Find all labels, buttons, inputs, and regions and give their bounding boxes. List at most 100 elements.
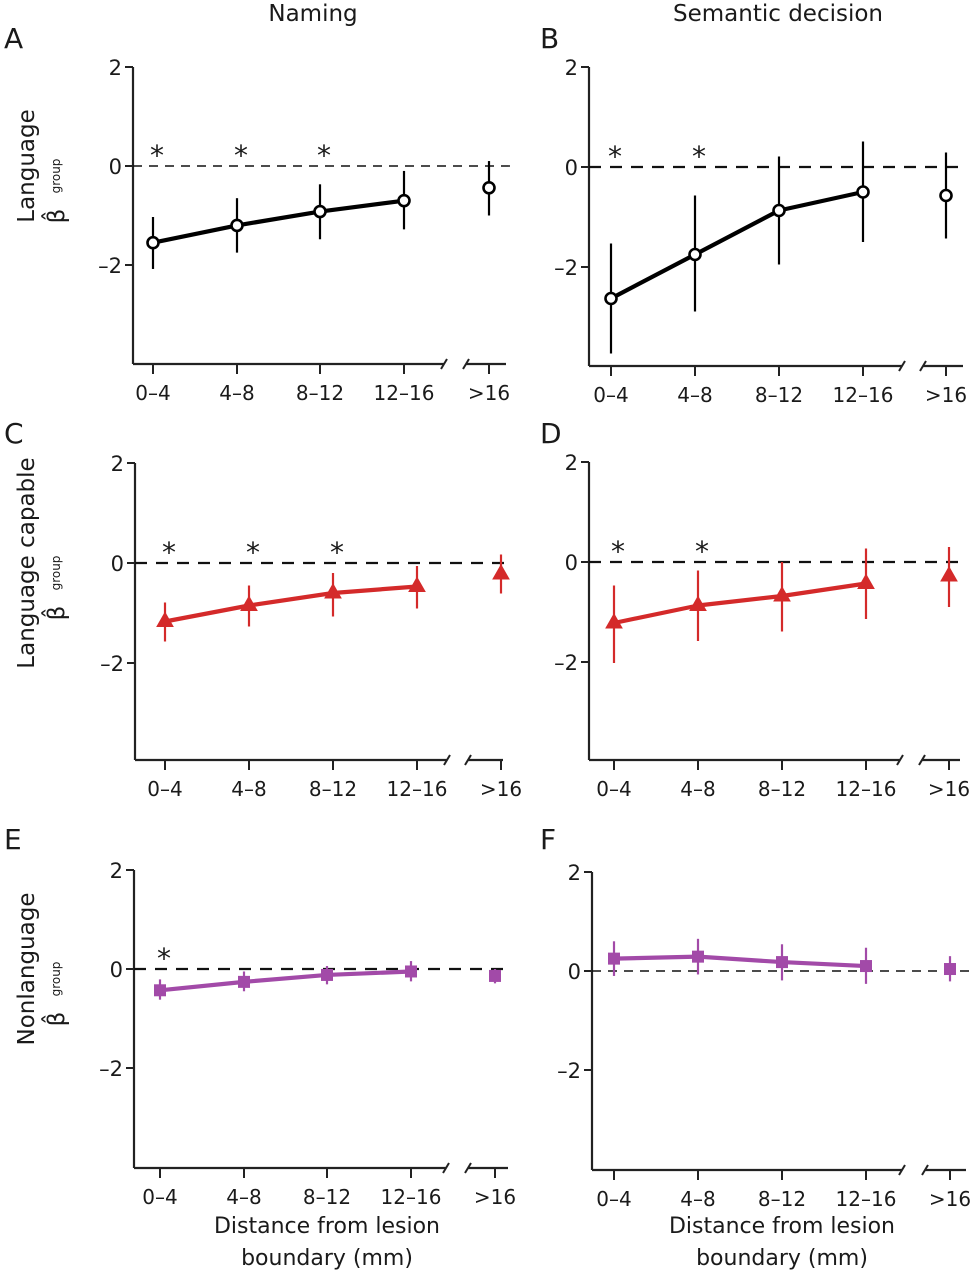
data-point-triangle bbox=[156, 611, 174, 627]
data-point-circle bbox=[313, 204, 327, 219]
panel-e: E 2 0 –2 0–4 4–8 8–12 12–16 >16 * bbox=[4, 823, 516, 1209]
data-point-circle bbox=[230, 218, 244, 233]
x-tick-label: 0–4 bbox=[142, 1185, 177, 1209]
x-tick-label: 8–12 bbox=[758, 1187, 806, 1211]
data-point-circle bbox=[939, 188, 953, 203]
y-tick-label: 0 bbox=[568, 960, 581, 984]
data-point-circle bbox=[146, 235, 160, 250]
data-point-square bbox=[608, 952, 620, 965]
panel-f: F2 0 –2 0–4 4–8 8–12 12–16 >16 bbox=[540, 823, 971, 1211]
axis-break-mark bbox=[919, 360, 927, 372]
row-label-text: Language bbox=[14, 109, 40, 223]
significance-star: * bbox=[695, 535, 709, 568]
data-point-circle bbox=[397, 193, 411, 208]
data-point-square bbox=[944, 963, 956, 976]
x-tick-label: 4–8 bbox=[677, 383, 712, 407]
column-title-naming: Naming bbox=[268, 1, 357, 27]
series-line bbox=[159, 969, 412, 993]
y-tick-label: 2 bbox=[109, 56, 122, 80]
data-point-square bbox=[154, 984, 166, 997]
series-line bbox=[613, 954, 867, 969]
series-line bbox=[610, 189, 864, 301]
data-point-square bbox=[860, 960, 872, 973]
series-line bbox=[152, 198, 405, 245]
x-tick-label: >16 bbox=[929, 1187, 971, 1211]
axis-break-mark bbox=[442, 1162, 450, 1174]
series-line bbox=[613, 581, 867, 626]
data-point-square bbox=[776, 956, 788, 969]
data-point-square bbox=[405, 965, 417, 978]
row-label-nonlanguage: Nonlanguage β̂ group bbox=[14, 893, 70, 1046]
data-point-circle bbox=[604, 291, 618, 306]
beta-hat-symbol: β̂ bbox=[41, 1012, 70, 1027]
data-point-triangle bbox=[689, 595, 707, 611]
data-point-circle bbox=[688, 247, 702, 262]
x-tick-label: 12–16 bbox=[381, 1185, 442, 1209]
data-point-triangle bbox=[240, 595, 258, 611]
data-point-circle bbox=[856, 185, 870, 199]
beta-subscript-group: group bbox=[49, 159, 63, 194]
data-point-triangle bbox=[605, 612, 623, 629]
data-point-circle bbox=[772, 203, 786, 218]
y-tick-label: –2 bbox=[554, 256, 578, 280]
axis-break-mark bbox=[896, 754, 904, 766]
x-axis-label-e-line1: Distance from lesion bbox=[214, 1214, 440, 1239]
y-tick-label: 0 bbox=[111, 552, 124, 576]
x-tick-label: >16 bbox=[468, 381, 510, 405]
data-point-triangle bbox=[492, 563, 510, 580]
y-tick-label: 0 bbox=[109, 155, 122, 179]
data-point-triangle bbox=[857, 573, 875, 589]
data-point-triangle bbox=[408, 576, 426, 592]
x-tick-label: 4–8 bbox=[680, 777, 715, 801]
x-tick-label: 4–8 bbox=[226, 1185, 261, 1209]
x-tick-label: >16 bbox=[925, 383, 967, 407]
y-tick-label: 2 bbox=[565, 56, 578, 80]
axis-break-mark bbox=[898, 360, 906, 372]
data-point-triangle bbox=[940, 565, 958, 582]
series-line bbox=[164, 584, 418, 624]
x-tick-label: 12–16 bbox=[836, 1187, 897, 1211]
data-point-triangle bbox=[773, 585, 791, 602]
x-tick-label: 4–8 bbox=[219, 381, 254, 405]
y-tick-label: 0 bbox=[110, 958, 123, 982]
axis-break-mark bbox=[443, 754, 451, 766]
significance-star: * bbox=[611, 535, 625, 568]
panel-letter-e: E bbox=[4, 823, 22, 856]
panel-b: B2 0 –2 0–4 4–8 8–12 12–16 >16 * * bbox=[540, 22, 967, 407]
x-tick-label: 12–16 bbox=[374, 381, 435, 405]
axis-break-mark bbox=[440, 358, 448, 370]
x-tick-label: 4–8 bbox=[680, 1187, 715, 1211]
data-point-square bbox=[692, 950, 704, 963]
significance-star: * bbox=[330, 536, 344, 569]
panel-letter-f: F bbox=[540, 823, 556, 856]
panel-a: A 2 0 –2 0–4 4–8 8–12 12–16 >16 * * * bbox=[4, 22, 510, 405]
axis-break-mark bbox=[921, 1164, 929, 1176]
panel-d: D2 0 –2 0–4 4–8 8–12 12–16 >16 * * bbox=[540, 417, 970, 801]
x-tick-label: 8–12 bbox=[296, 381, 344, 405]
panel-letter-c: C bbox=[4, 417, 24, 450]
y-tick-label: 0 bbox=[565, 156, 578, 180]
x-tick-label: >16 bbox=[928, 777, 970, 801]
beta-subscript-group: group bbox=[49, 556, 63, 591]
row-label-text: Language capable bbox=[14, 457, 40, 668]
data-point-square bbox=[321, 968, 333, 981]
panel-letter-a: A bbox=[4, 22, 23, 55]
y-tick-label: –2 bbox=[98, 254, 122, 278]
significance-star: * bbox=[246, 536, 260, 569]
y-tick-label: –2 bbox=[554, 651, 578, 675]
significance-star: * bbox=[608, 140, 622, 173]
y-tick-label: 2 bbox=[110, 859, 123, 883]
x-tick-label: 12–16 bbox=[833, 383, 894, 407]
y-tick-label: –2 bbox=[100, 652, 124, 676]
x-tick-label: 8–12 bbox=[303, 1185, 351, 1209]
row-label-language-capable: Language capable β̂ group bbox=[14, 457, 70, 668]
data-point-triangle bbox=[324, 582, 342, 599]
x-axis-label-e-line2: boundary (mm) bbox=[241, 1246, 413, 1271]
significance-star: * bbox=[157, 942, 171, 975]
x-tick-label: >16 bbox=[474, 1185, 516, 1209]
data-point-circle bbox=[482, 180, 496, 195]
significance-star: * bbox=[692, 140, 706, 173]
x-axis-label-f-line2: boundary (mm) bbox=[696, 1246, 868, 1271]
x-tick-label: 8–12 bbox=[758, 777, 806, 801]
